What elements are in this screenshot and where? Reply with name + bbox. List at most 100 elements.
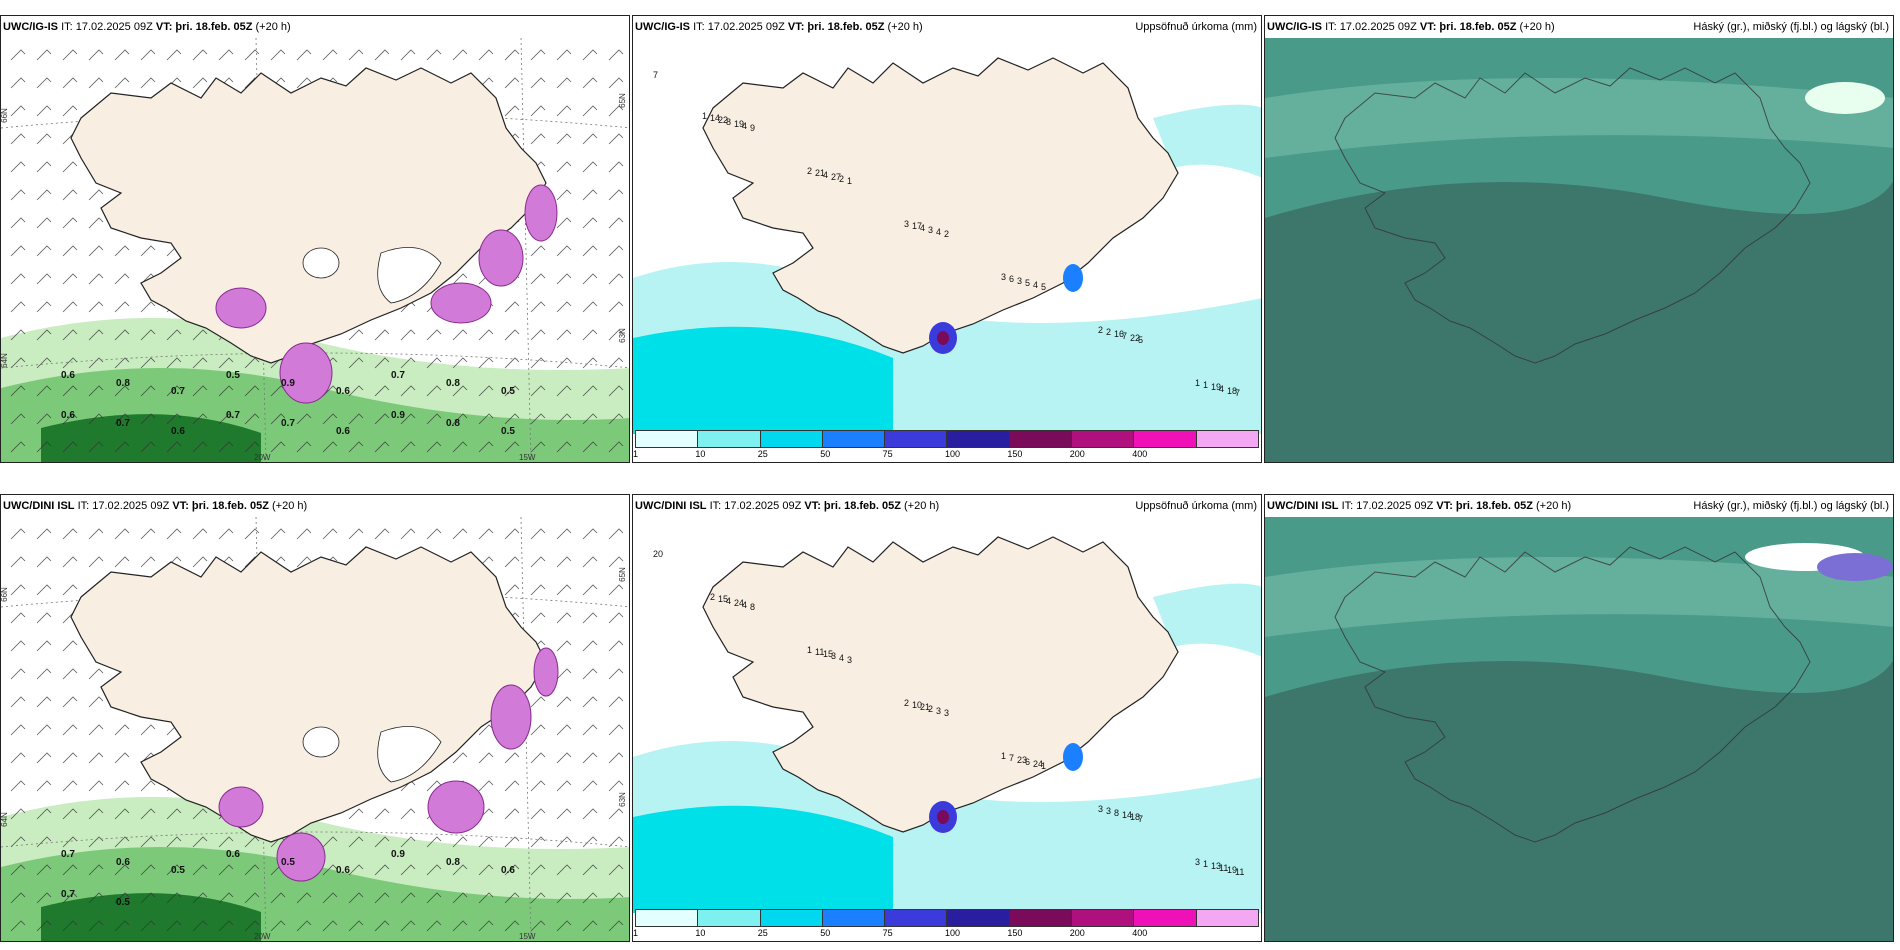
iceland-land	[70, 546, 547, 843]
wind-barb	[36, 217, 52, 229]
wind-barb	[608, 612, 624, 624]
colorbar-swatch	[760, 431, 823, 447]
wind-barb	[166, 49, 182, 61]
precip-value-label: 13	[1211, 861, 1221, 871]
wind-barb	[504, 329, 520, 341]
precip-value-label: 3	[847, 655, 852, 665]
wind-barb	[400, 329, 416, 341]
wind-barb	[10, 105, 26, 117]
precip-value-label: 18	[1130, 812, 1140, 822]
wind-barb	[88, 808, 104, 820]
colorbar-swatch	[1134, 431, 1197, 447]
wind-barb	[400, 441, 416, 453]
wind-barb	[140, 920, 156, 932]
wind-barb	[140, 441, 156, 453]
wind-barb	[36, 724, 52, 736]
wind-barb	[374, 528, 390, 540]
wind-barb	[374, 329, 390, 341]
wind-barb	[556, 77, 572, 89]
wind-barb	[10, 301, 26, 313]
precip-max	[1063, 743, 1083, 771]
precip-value-label: 21	[815, 168, 825, 178]
wind-barb	[426, 357, 442, 369]
wind-barb	[88, 77, 104, 89]
colorbar-swatch	[947, 431, 1010, 447]
wind-barb	[530, 357, 546, 369]
precip-blob	[279, 342, 333, 404]
wind-barb	[608, 640, 624, 652]
precip-value-label: 7	[1235, 388, 1240, 398]
wind-barb	[582, 920, 598, 932]
colorbar-swatch	[947, 910, 1010, 926]
wind-barb	[530, 612, 546, 624]
colorbar-tick: 50	[820, 928, 831, 938]
wind-barb	[10, 189, 26, 201]
precip-blob	[430, 282, 492, 324]
wind-barb	[36, 329, 52, 341]
lat-label: 63N	[617, 328, 627, 343]
wind-value-label: 0.6	[501, 865, 515, 876]
wind-barb	[114, 357, 130, 369]
wind-barb	[504, 105, 520, 117]
wind-barb	[88, 528, 104, 540]
wind-value-label: 0.7	[116, 418, 130, 429]
precip-value-label: 27	[831, 172, 841, 182]
wind-barb	[478, 780, 494, 792]
high-cloud-patch	[1817, 553, 1893, 581]
wind-barb	[452, 357, 468, 369]
colorbar-tick: 400	[1132, 449, 1148, 459]
wind-barb	[270, 441, 286, 453]
wind-barb	[374, 49, 390, 61]
wind-barb	[504, 808, 520, 820]
wind-barb	[36, 612, 52, 624]
precip-blob	[478, 229, 524, 287]
precip-value-label: 4	[936, 227, 941, 237]
wind-barb	[36, 752, 52, 764]
wind-barb	[296, 920, 312, 932]
wind-barb	[88, 864, 104, 876]
wind-barb	[530, 385, 546, 397]
wind-barb	[10, 724, 26, 736]
valid-label: VT:	[155, 21, 173, 33]
wind-value-label: 0.6	[336, 386, 350, 397]
wind-barb	[400, 413, 416, 425]
colorbar-swatch	[1009, 910, 1073, 926]
wind-barb	[192, 357, 208, 369]
wind-barb	[452, 385, 468, 397]
precip-panel-row2: UWC/DINI ISL IT: 17.02.2025 09Z VT: þri.…	[632, 494, 1262, 942]
precip-band-dark	[41, 893, 261, 941]
wind-barb	[114, 413, 130, 425]
wind-barb	[10, 780, 26, 792]
wind-barb	[582, 217, 598, 229]
wind-barb	[114, 920, 130, 932]
wind-barb	[62, 245, 78, 257]
lon-label: 20W	[254, 932, 271, 941]
precip-value-label: 18	[1227, 386, 1237, 396]
wind-barb	[140, 301, 156, 313]
precip-blob	[490, 684, 532, 750]
wind-barb	[166, 413, 182, 425]
wind-barb	[608, 724, 624, 736]
wind-barb	[556, 584, 572, 596]
wind-barb	[270, 892, 286, 904]
wind-barb	[10, 49, 26, 61]
wind-barb	[114, 441, 130, 453]
precip-value-label: 2	[710, 592, 715, 602]
wind-barb	[348, 836, 364, 848]
precip-value-label: 4	[726, 596, 731, 606]
wind-barb	[10, 808, 26, 820]
wind-value-label: 0.6	[61, 410, 75, 421]
wind-barb	[426, 528, 442, 540]
wind-barb	[62, 752, 78, 764]
wind-barb	[504, 385, 520, 397]
wind-barb	[322, 920, 338, 932]
wind-barb	[10, 752, 26, 764]
wind-barb	[608, 273, 624, 285]
wind-barb	[62, 668, 78, 680]
wind-barb	[582, 189, 598, 201]
wind-barb	[530, 556, 546, 568]
wind-barb	[36, 584, 52, 596]
wind-barb	[530, 808, 546, 820]
wind-barb	[608, 245, 624, 257]
wind-barb	[504, 836, 520, 848]
